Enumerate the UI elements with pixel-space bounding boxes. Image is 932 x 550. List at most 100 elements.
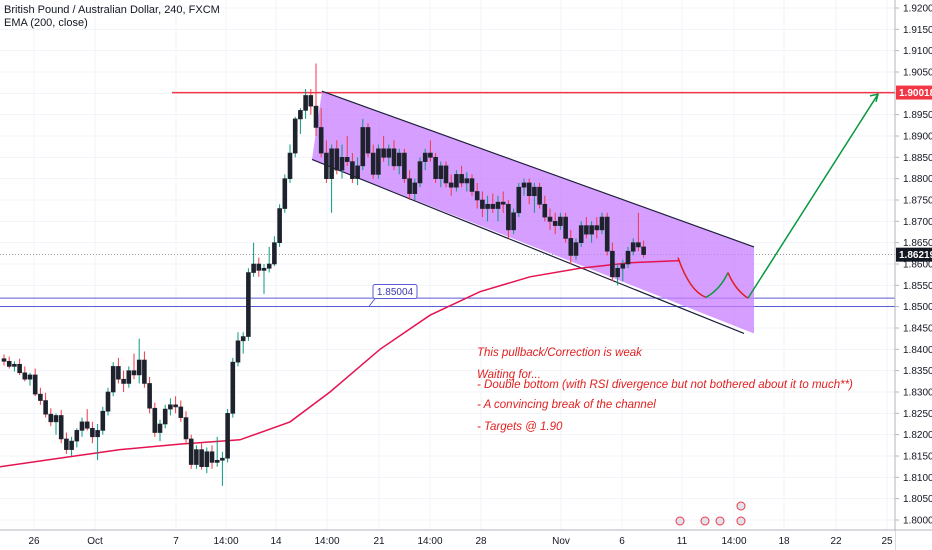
time-tick-label: 6 [619, 536, 625, 547]
candle-body [547, 216, 553, 222]
candle-body [630, 242, 636, 252]
candle-body [422, 152, 428, 162]
candle-body [147, 383, 152, 409]
candle-body [641, 246, 646, 255]
event-flag-icon[interactable] [715, 516, 725, 526]
candle-body [620, 263, 626, 269]
descending-channel[interactable] [311, 90, 755, 335]
candle-body [396, 152, 402, 167]
candle-body [298, 110, 303, 120]
candle-body [324, 152, 329, 179]
candle-body [511, 212, 516, 231]
candle-body [12, 363, 17, 367]
annotation-line-1: This pullback/Correction is weak [477, 347, 643, 359]
candle-body [339, 157, 345, 171]
candle-body [214, 459, 220, 463]
candle-body [105, 391, 111, 412]
candle-body [240, 336, 246, 342]
candle-body [370, 152, 376, 175]
candle-body [100, 410, 106, 431]
candle-body [282, 178, 288, 209]
price-tick-label: 1.80000 [903, 516, 932, 527]
candle-body [38, 393, 43, 401]
price-tick-label: 1.92000 [903, 4, 932, 15]
candle-body [209, 451, 215, 463]
candle-body [490, 203, 496, 209]
candle-body [428, 152, 433, 158]
candle-body [116, 366, 121, 380]
candle-body [500, 201, 506, 205]
time-tick-labels: 26 Oct 7 14:00 14 14:00 21 14:00 28 Nov 6 11 14:00 18… [28, 536, 893, 547]
price-tick-label: 1.88500 [903, 153, 932, 164]
time-tick-label: 14:00 [417, 536, 442, 547]
resistance-price-badge: 1.90018 [899, 88, 932, 99]
candle-body [110, 366, 116, 393]
time-tick-label: Nov [552, 536, 570, 547]
projection-retest-red [727, 272, 749, 299]
support-label-box [372, 283, 418, 299]
economic-events[interactable] [675, 501, 746, 526]
candle-body [376, 148, 381, 175]
candle-body [584, 225, 589, 235]
candle-body [459, 174, 464, 184]
candle-body [599, 216, 605, 231]
candle-body [261, 267, 267, 271]
channel-upper-line [321, 90, 755, 248]
candle-body [438, 165, 444, 179]
candle-body [568, 238, 574, 256]
candle-body [360, 127, 366, 167]
last-price-badge: 1.86219 [899, 250, 932, 261]
candle-body [225, 413, 230, 459]
candle-body [615, 267, 620, 278]
annotation-line-5: - Targets @ 1.90 [477, 421, 563, 433]
candle-body [532, 186, 537, 197]
candle-body [464, 178, 470, 184]
candle-body [84, 421, 90, 429]
symbol-title[interactable]: British Pound / Australian Dollar, 240, … [4, 4, 220, 16]
candle-body [495, 201, 501, 209]
candle-body [365, 127, 371, 154]
time-tick-label: 14:00 [314, 536, 339, 547]
price-tick-label: 1.91500 [903, 25, 932, 36]
candle-body [22, 372, 28, 380]
event-flag-icon[interactable] [675, 516, 685, 526]
candle-body [79, 421, 85, 431]
time-tick-label: 11 [677, 536, 688, 547]
annotation-line-3: - Double bottom (with RSI divergence but… [477, 379, 853, 391]
support-label-text: 1.85004 [377, 287, 414, 298]
event-flag-icon[interactable] [736, 516, 746, 526]
annotation-line-2: Waiting for... [477, 369, 541, 381]
candle-body [308, 95, 314, 107]
candle-body [521, 182, 527, 188]
indicator-title[interactable]: EMA (200, close) [4, 17, 88, 29]
price-tick-label: 1.85000 [903, 302, 932, 313]
candle-body [17, 363, 22, 374]
ema-curve [0, 259, 681, 468]
time-tick-label: 18 [778, 536, 790, 547]
time-axis[interactable] [0, 530, 895, 550]
support-price-label[interactable]: 1.85004 [368, 283, 418, 307]
plot-area[interactable] [0, 0, 895, 530]
time-tick-label: 22 [830, 536, 842, 547]
resistance-price-badge-bg [896, 85, 932, 100]
candle-body [303, 95, 308, 111]
candle-body [194, 449, 199, 465]
candle-body [136, 359, 142, 376]
candle-body [542, 203, 548, 218]
price-tick-label: 1.81000 [903, 473, 932, 484]
time-tick-label: 14:00 [721, 536, 746, 547]
candle-body [402, 152, 407, 179]
candles [1, 63, 646, 486]
candle-body [90, 427, 95, 438]
event-flag-icon[interactable] [700, 516, 710, 526]
candle-body [578, 225, 584, 243]
event-flag-icon[interactable] [736, 501, 746, 511]
candle-body [485, 203, 490, 209]
candle-body [329, 148, 334, 179]
candle-body [433, 157, 438, 179]
candle-body [272, 242, 277, 265]
candle-body [443, 165, 449, 184]
candle-body [469, 178, 475, 192]
price-tick-label: 1.82000 [903, 430, 932, 441]
